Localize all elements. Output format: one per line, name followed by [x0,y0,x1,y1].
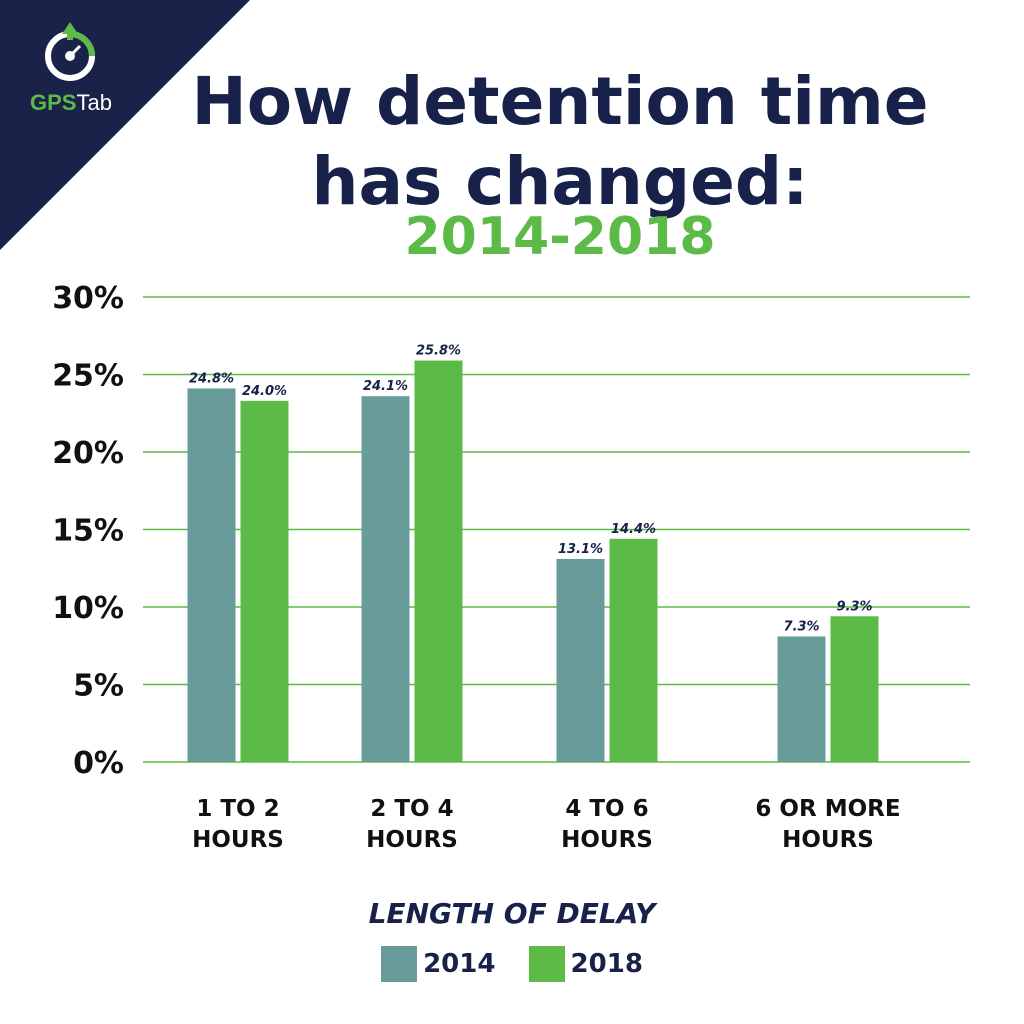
y-tick-label: 30% [52,281,124,316]
legend-swatch-2014 [381,946,418,982]
x-tick-label: HOURS [366,827,458,853]
logo-tab: Tab [76,90,112,115]
logo-wordmark: GPSTab [30,90,112,115]
x-tick-label: HOURS [561,827,653,853]
x-tick-label: HOURS [782,827,874,853]
legend-swatch-2018 [528,946,565,982]
data-label-2014-1: 24.1% [363,379,408,394]
legend-label-2014: 2014 [423,949,496,979]
chart-subtitle: 2014-2018 [404,207,716,267]
y-tick-label: 0% [73,746,124,781]
chart-title-line1: How detention time [191,63,929,140]
y-tick-label: 25% [52,359,124,394]
data-label-2014-3: 7.3% [783,619,819,634]
bar-2014-0 [187,388,236,762]
x-tick-label: 2 TO 4 [370,796,453,822]
legend-label-2018: 2018 [570,949,643,979]
y-tick-label: 10% [52,591,124,626]
data-label-2018-0: 24.0% [242,384,287,399]
bar-2014-1 [361,396,410,762]
x-axis-label: LENGTH OF DELAY [368,897,656,930]
bar-2018-2 [609,538,658,762]
bar-2014-3 [777,636,826,762]
x-tick-label: 4 TO 6 [565,796,648,822]
bar-2018-3 [830,616,879,762]
bar-2018-0 [240,400,289,762]
y-tick-label: 15% [52,514,124,549]
x-tick-label: 6 OR MORE [755,796,900,822]
y-tick-label: 5% [73,669,124,704]
legend: 2014 2018 [0,946,1024,986]
y-tick-label: 20% [52,436,124,471]
data-label-2014-2: 13.1% [558,542,603,557]
legend-item-2014: 2014 [381,946,495,982]
data-label-2014-0: 24.8% [189,371,234,386]
bar-2018-1 [414,360,463,762]
x-tick-label: 1 TO 2 [196,796,279,822]
data-label-2018-3: 9.3% [836,599,872,614]
legend-item-2018: 2018 [528,946,643,982]
x-tick-label: HOURS [192,827,284,853]
chart-title: How detention time has changed: [150,62,970,222]
data-label-2018-1: 25.8% [416,344,461,359]
logo-gps: GPS [30,90,77,115]
corner-banner [0,0,250,250]
data-label-2018-2: 14.4% [611,522,656,537]
speedometer-icon [45,22,95,81]
chart-title-line2: has changed: [311,143,809,220]
bar-2014-2 [556,558,605,762]
gpstab-logo: GPSTab [30,22,112,122]
